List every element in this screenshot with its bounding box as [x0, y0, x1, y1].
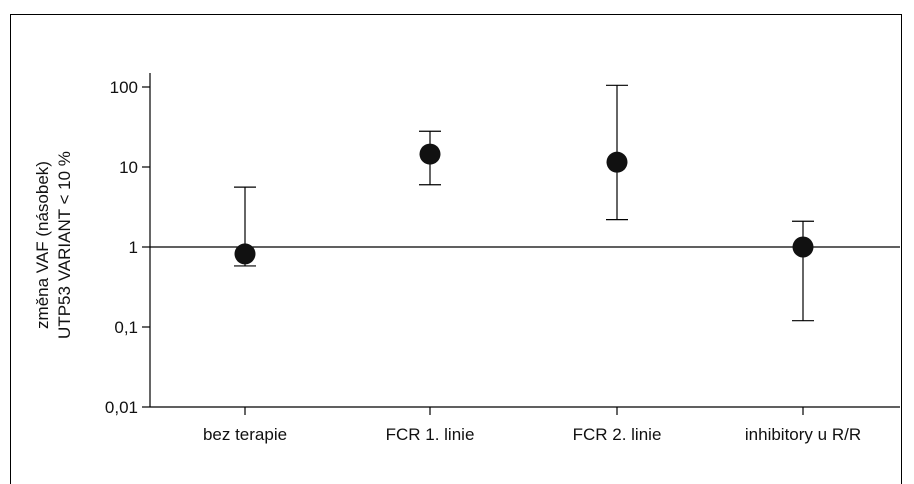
- data-point: [234, 243, 256, 265]
- data-point-group: [419, 130, 441, 186]
- y-tick-label: 1: [129, 238, 138, 257]
- axes: 100 10 1 0,1 0,01 bez terapie FCR 1. linie FCR …: [105, 73, 900, 444]
- data-point: [792, 236, 814, 258]
- y-tick-label: 0,01: [105, 398, 138, 417]
- x-tick-label: FCR 1. linie: [386, 425, 475, 444]
- y-axis-label-line-1: změna VAF (násobek): [33, 161, 52, 329]
- data-point-group: [606, 84, 628, 221]
- data-point-group: [234, 186, 256, 267]
- data-marks: [234, 84, 814, 322]
- y-tick-label: 0,1: [114, 318, 138, 337]
- x-tick-label: bez terapie: [203, 425, 287, 444]
- x-tick-label: FCR 2. linie: [573, 425, 662, 444]
- figure-frame: [10, 14, 902, 484]
- y-axis-label-line-2: UTP53 VARIANT < 10 %: [55, 151, 74, 339]
- data-point-group: [792, 220, 814, 322]
- data-point: [606, 151, 628, 173]
- y-tick-label: 10: [119, 158, 138, 177]
- x-tick-label: inhibitory u R/R: [745, 425, 861, 444]
- data-point: [419, 143, 441, 165]
- y-tick-label: 100: [110, 78, 138, 97]
